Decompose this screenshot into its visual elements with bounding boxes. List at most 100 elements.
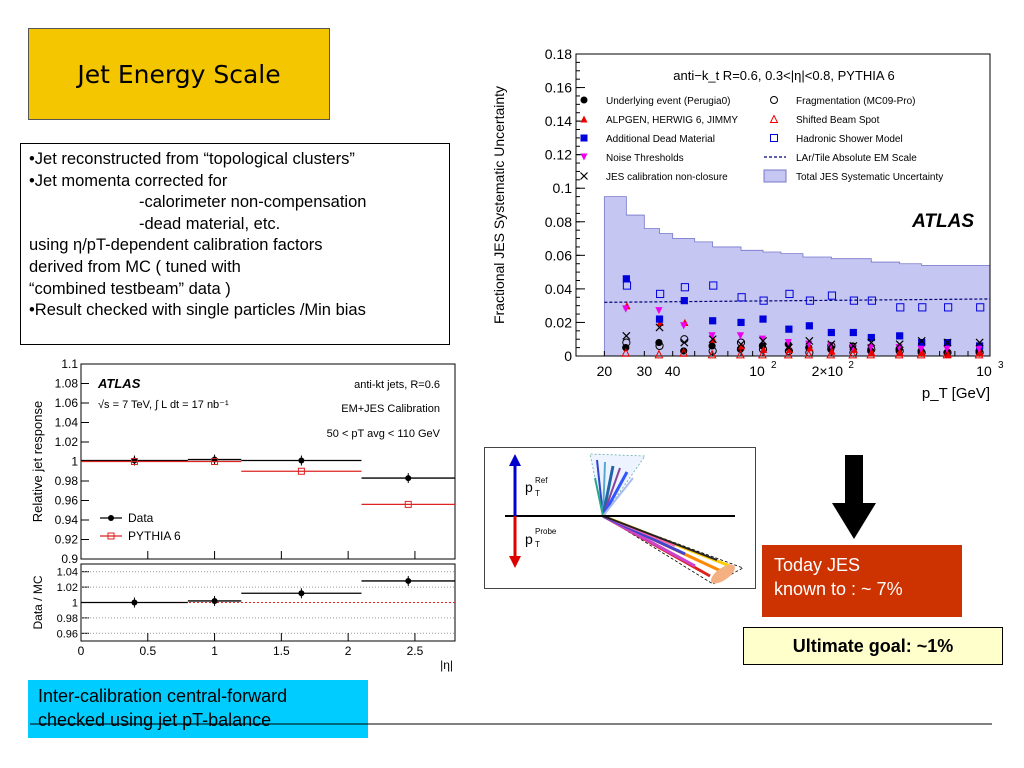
data-point bbox=[298, 590, 305, 597]
data-point bbox=[758, 349, 767, 359]
data-point bbox=[680, 297, 688, 305]
pt-text: 50 < pT avg < 110 GeV bbox=[327, 428, 441, 440]
bullet-line: -dead material, etc. bbox=[139, 214, 281, 233]
x-tick-label: 30 bbox=[637, 363, 653, 379]
probe-sub: T bbox=[535, 540, 540, 549]
legend-entry: Underlying event (Perugia0) bbox=[606, 96, 731, 107]
data-point bbox=[622, 331, 631, 340]
chart-header: anti−k_t R=0.6, 0.3<|η|<0.8, PYTHIA 6 bbox=[673, 68, 894, 83]
x-tick-label: 2 bbox=[345, 644, 352, 658]
data-point bbox=[580, 172, 588, 180]
data-point bbox=[655, 307, 663, 315]
legend-marker bbox=[763, 169, 787, 183]
bullet-line: •Jet momenta corrected for bbox=[29, 171, 228, 190]
data-point bbox=[622, 338, 631, 347]
x-tick-label: 10 bbox=[749, 363, 765, 379]
series-6 bbox=[622, 305, 983, 353]
y-tick-label: 1.06 bbox=[55, 396, 79, 410]
legend-entry: JES calibration non-closure bbox=[606, 172, 728, 183]
data-point bbox=[974, 349, 984, 359]
y-tick-label: 0.96 bbox=[55, 494, 79, 508]
intercalibration-box: Inter-calibration central-forward checke… bbox=[28, 680, 368, 738]
probe-sup: Probe bbox=[535, 527, 557, 536]
data-point bbox=[297, 467, 305, 475]
data-point bbox=[867, 296, 877, 305]
data-point bbox=[580, 134, 588, 142]
data-point bbox=[827, 342, 835, 350]
data-point bbox=[867, 333, 875, 342]
probe-label: p bbox=[525, 531, 533, 547]
y-tick-label: 0.98 bbox=[55, 474, 79, 488]
data-point bbox=[848, 349, 858, 359]
relative-response-chart: 0.9 0.92 0.94 0.96 0.98 1 1.02 1.04 1.06 1.08 1.1 0… bbox=[30, 357, 456, 672]
data-point bbox=[804, 349, 814, 359]
y-tick-label: 1 bbox=[71, 455, 78, 469]
data-point bbox=[404, 500, 412, 508]
data-point bbox=[211, 597, 218, 604]
data-point bbox=[785, 289, 794, 299]
data-point bbox=[680, 283, 689, 292]
data-point bbox=[917, 336, 926, 345]
bullet-line: derived from MC ( tuned with bbox=[29, 257, 241, 276]
y-tick-label: 0.9 bbox=[61, 552, 78, 566]
data-point bbox=[680, 322, 688, 330]
jes-uncertainty-chart: 0 0.02 0.04 0.06 0.08 0.1 0.12 0.14 0.16 0.18 20 30… bbox=[491, 46, 1004, 402]
x-tick-label: 2×10 bbox=[812, 363, 844, 379]
intercal-line-2: checked using jet pT-balance bbox=[38, 710, 272, 730]
probe-jet-cone bbox=[602, 514, 744, 585]
data-point bbox=[709, 281, 718, 290]
data-point bbox=[917, 345, 925, 353]
data-point bbox=[758, 336, 768, 345]
bullet-line: -calorimeter non-compensation bbox=[139, 193, 367, 212]
data-point bbox=[655, 323, 664, 332]
data-point bbox=[211, 458, 219, 465]
data-point bbox=[805, 296, 815, 305]
series-7 bbox=[622, 323, 984, 352]
x-tick-label: 2.5 bbox=[407, 644, 424, 658]
x-tick-exp: 3 bbox=[998, 360, 1004, 371]
data-point bbox=[784, 343, 793, 352]
y-tick-label: 0.1 bbox=[553, 180, 573, 196]
y-axis-label: Fractional JES Systematic Uncertainty bbox=[491, 86, 507, 324]
data-point bbox=[709, 317, 717, 325]
data-point bbox=[849, 296, 859, 305]
data-point bbox=[827, 328, 835, 337]
x-tick-exp: 2 bbox=[771, 360, 777, 371]
y-tick-label: 1 bbox=[72, 598, 78, 610]
y-tick-label: 0.02 bbox=[545, 314, 572, 330]
legend-entry: LAr/Tile Absolute EM Scale bbox=[796, 153, 917, 164]
ref-sub: T bbox=[535, 489, 540, 498]
data-point bbox=[827, 340, 836, 349]
data-point bbox=[894, 349, 904, 359]
data-point bbox=[896, 332, 904, 340]
data-point bbox=[736, 349, 745, 359]
y-tick-label: 1.04 bbox=[55, 416, 79, 430]
legend-entry: Noise Thresholds bbox=[606, 153, 684, 164]
data-point bbox=[806, 344, 814, 352]
data-point bbox=[656, 289, 665, 299]
data-point bbox=[827, 291, 837, 300]
x-tick-label: 0 bbox=[78, 644, 85, 658]
y-tick-label: 0.16 bbox=[545, 80, 572, 96]
y-tick-label: 1.08 bbox=[55, 377, 79, 391]
y-tick-label: 1.1 bbox=[61, 357, 78, 371]
data-point bbox=[131, 599, 138, 606]
y-tick-label: 1.04 bbox=[57, 567, 78, 579]
data-point bbox=[708, 346, 717, 356]
legend-entry: Hadronic Shower Model bbox=[796, 134, 903, 145]
data-point bbox=[849, 341, 858, 350]
data-point bbox=[622, 275, 630, 283]
data-point bbox=[738, 342, 746, 350]
data-point bbox=[866, 349, 876, 359]
data-point bbox=[655, 315, 664, 323]
calib-text: EM+JES Calibration bbox=[341, 403, 440, 415]
bullet-line: •Result checked with single particles /M… bbox=[29, 301, 366, 320]
data-point bbox=[654, 349, 664, 359]
jet-text: anti-kt jets, R=0.6 bbox=[354, 379, 440, 391]
series-5 bbox=[622, 281, 985, 312]
data-point bbox=[622, 281, 632, 290]
y-tick-label: 0.06 bbox=[545, 247, 572, 263]
y-tick-label: 0.14 bbox=[545, 113, 572, 129]
data-point bbox=[805, 322, 813, 330]
y-tick-label: 0.94 bbox=[55, 513, 79, 527]
